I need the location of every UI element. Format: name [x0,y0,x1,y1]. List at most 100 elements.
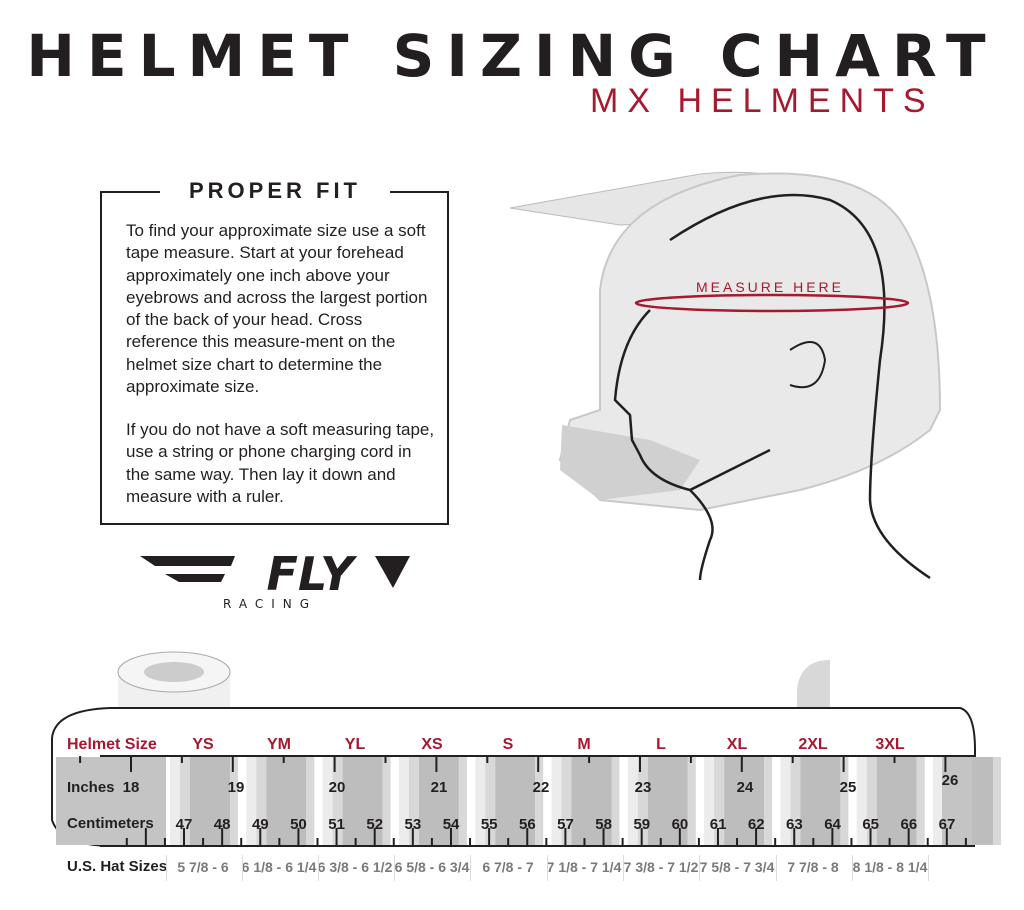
proper-fit-heading: PROPER FIT [160,178,390,204]
cm-label: 60 [671,816,689,833]
inches-label: Inches [67,779,115,796]
hat-size-divider [394,855,395,881]
tape-stripe [246,757,257,845]
measuring-tape [51,651,1001,847]
cm-label: 47 [175,816,193,833]
tape-stripe [687,757,696,845]
cm-label: 53 [404,816,422,833]
inch-label: 24 [736,779,754,796]
hat-size: 7 5/8 - 7 3/4 [699,859,775,875]
hat-size: 6 5/8 - 6 3/4 [394,859,470,875]
tape-stripe [266,757,307,845]
tape-stripe [230,757,238,845]
hat-size-divider [852,855,853,881]
tape-stripe [382,757,391,845]
tape-stripe [856,757,867,845]
tape-stripe [627,757,638,845]
hat-size-divider [928,855,929,881]
helmet-size-s: S [502,736,514,753]
helmet-size-l: L [656,736,666,753]
tape-stripe [993,757,1001,845]
helmet-size-ys: YS [192,736,214,753]
helmet-size-ym: YM [267,736,291,753]
tape-stripe [332,757,343,845]
tape-stripe [764,757,773,845]
helmet-size-m: M [577,736,591,753]
tape-stripe [56,757,166,845]
tape-stripe [418,757,459,845]
proper-fit-paragraph-2: If you do not have a soft measuring tape… [126,420,435,506]
hat-size: 7 1/8 - 7 1/4 [546,859,622,875]
cm-label: 64 [824,816,841,833]
tape-stripe [840,757,849,845]
tape-stripe [342,757,383,845]
inch-label: 21 [430,779,448,796]
tape-stripe [408,757,419,845]
proper-fit-paragraph-1: To find your approximate size use a soft… [126,221,428,397]
helmet-head-illustration: MEASURE HERE [509,171,942,581]
tape-stripe [306,757,315,845]
cm-label: 65 [862,816,880,833]
hat-size-divider [318,855,319,881]
tape-stripe [551,757,562,845]
hat-size-divider [470,855,471,881]
svg-text:FLY: FLY [267,548,359,601]
tape-stripe [611,757,620,845]
cm-label: 49 [251,816,269,833]
tape-stripe [180,757,190,845]
tape-stripe [561,757,572,845]
cm-label: 63 [786,816,803,833]
cm-label: 51 [328,816,345,833]
tape-stripe [571,757,612,845]
tape-stripe [637,757,648,845]
proper-fit-box: To find your approximate size use a soft… [100,191,449,525]
tape-stripe [714,757,725,845]
fly-racing-logo: FLY RACING [140,548,410,611]
hat-size-divider [242,855,243,881]
helmet-size-2xl: 2XL [798,736,828,753]
hat-size-divider [623,855,624,881]
cm-label: 54 [442,816,460,833]
page-title: HELMET SIZING CHART [26,22,998,90]
inch-label: 20 [328,779,346,796]
inch-label: 19 [227,779,245,796]
inch-label: 18 [122,779,140,796]
cm-label: 57 [557,816,574,833]
measure-line [634,293,910,313]
hat-size: 6 1/8 - 6 1/4 [241,859,317,875]
cm-label: 55 [480,816,498,833]
centimeters-label: Centimeters [67,815,154,832]
tape-stripe [256,757,267,845]
tape-stripe [170,757,180,845]
helmet-shell [558,172,942,512]
cm-label: 56 [519,816,536,833]
tape-stripe [458,757,467,845]
tape-stripe [647,757,688,845]
hat-size: 8 1/8 - 8 1/4 [852,859,928,875]
tape-stripe [790,757,801,845]
tape-stripe [704,757,715,845]
tape-stripe [475,757,486,845]
tape-stripe [916,757,925,845]
tape-stripe [495,757,536,845]
inch-label: 26 [941,772,959,789]
tape-stripe [866,757,877,845]
cm-label: 66 [900,816,918,833]
cm-label: 52 [366,816,384,833]
hat-size-divider [166,855,167,881]
page-subtitle: MX HELMENTS [590,82,935,120]
helmet-size-xs: XS [421,736,443,753]
tape-stripe [800,757,841,845]
helmet-size-3xl: 3XL [875,736,905,753]
ear [789,341,827,389]
tape-stripe [933,757,943,845]
hat-size: 7 3/8 - 7 1/2 [623,859,699,875]
measure-here-label: MEASURE HERE [696,279,844,295]
hat-size-divider [776,855,777,881]
tape-stripe [485,757,496,845]
tape-stripe [398,757,409,845]
hat-size: 6 7/8 - 7 [482,859,534,875]
inch-label: 23 [634,779,652,796]
head-profile [613,193,931,581]
tape-stripe [535,757,544,845]
